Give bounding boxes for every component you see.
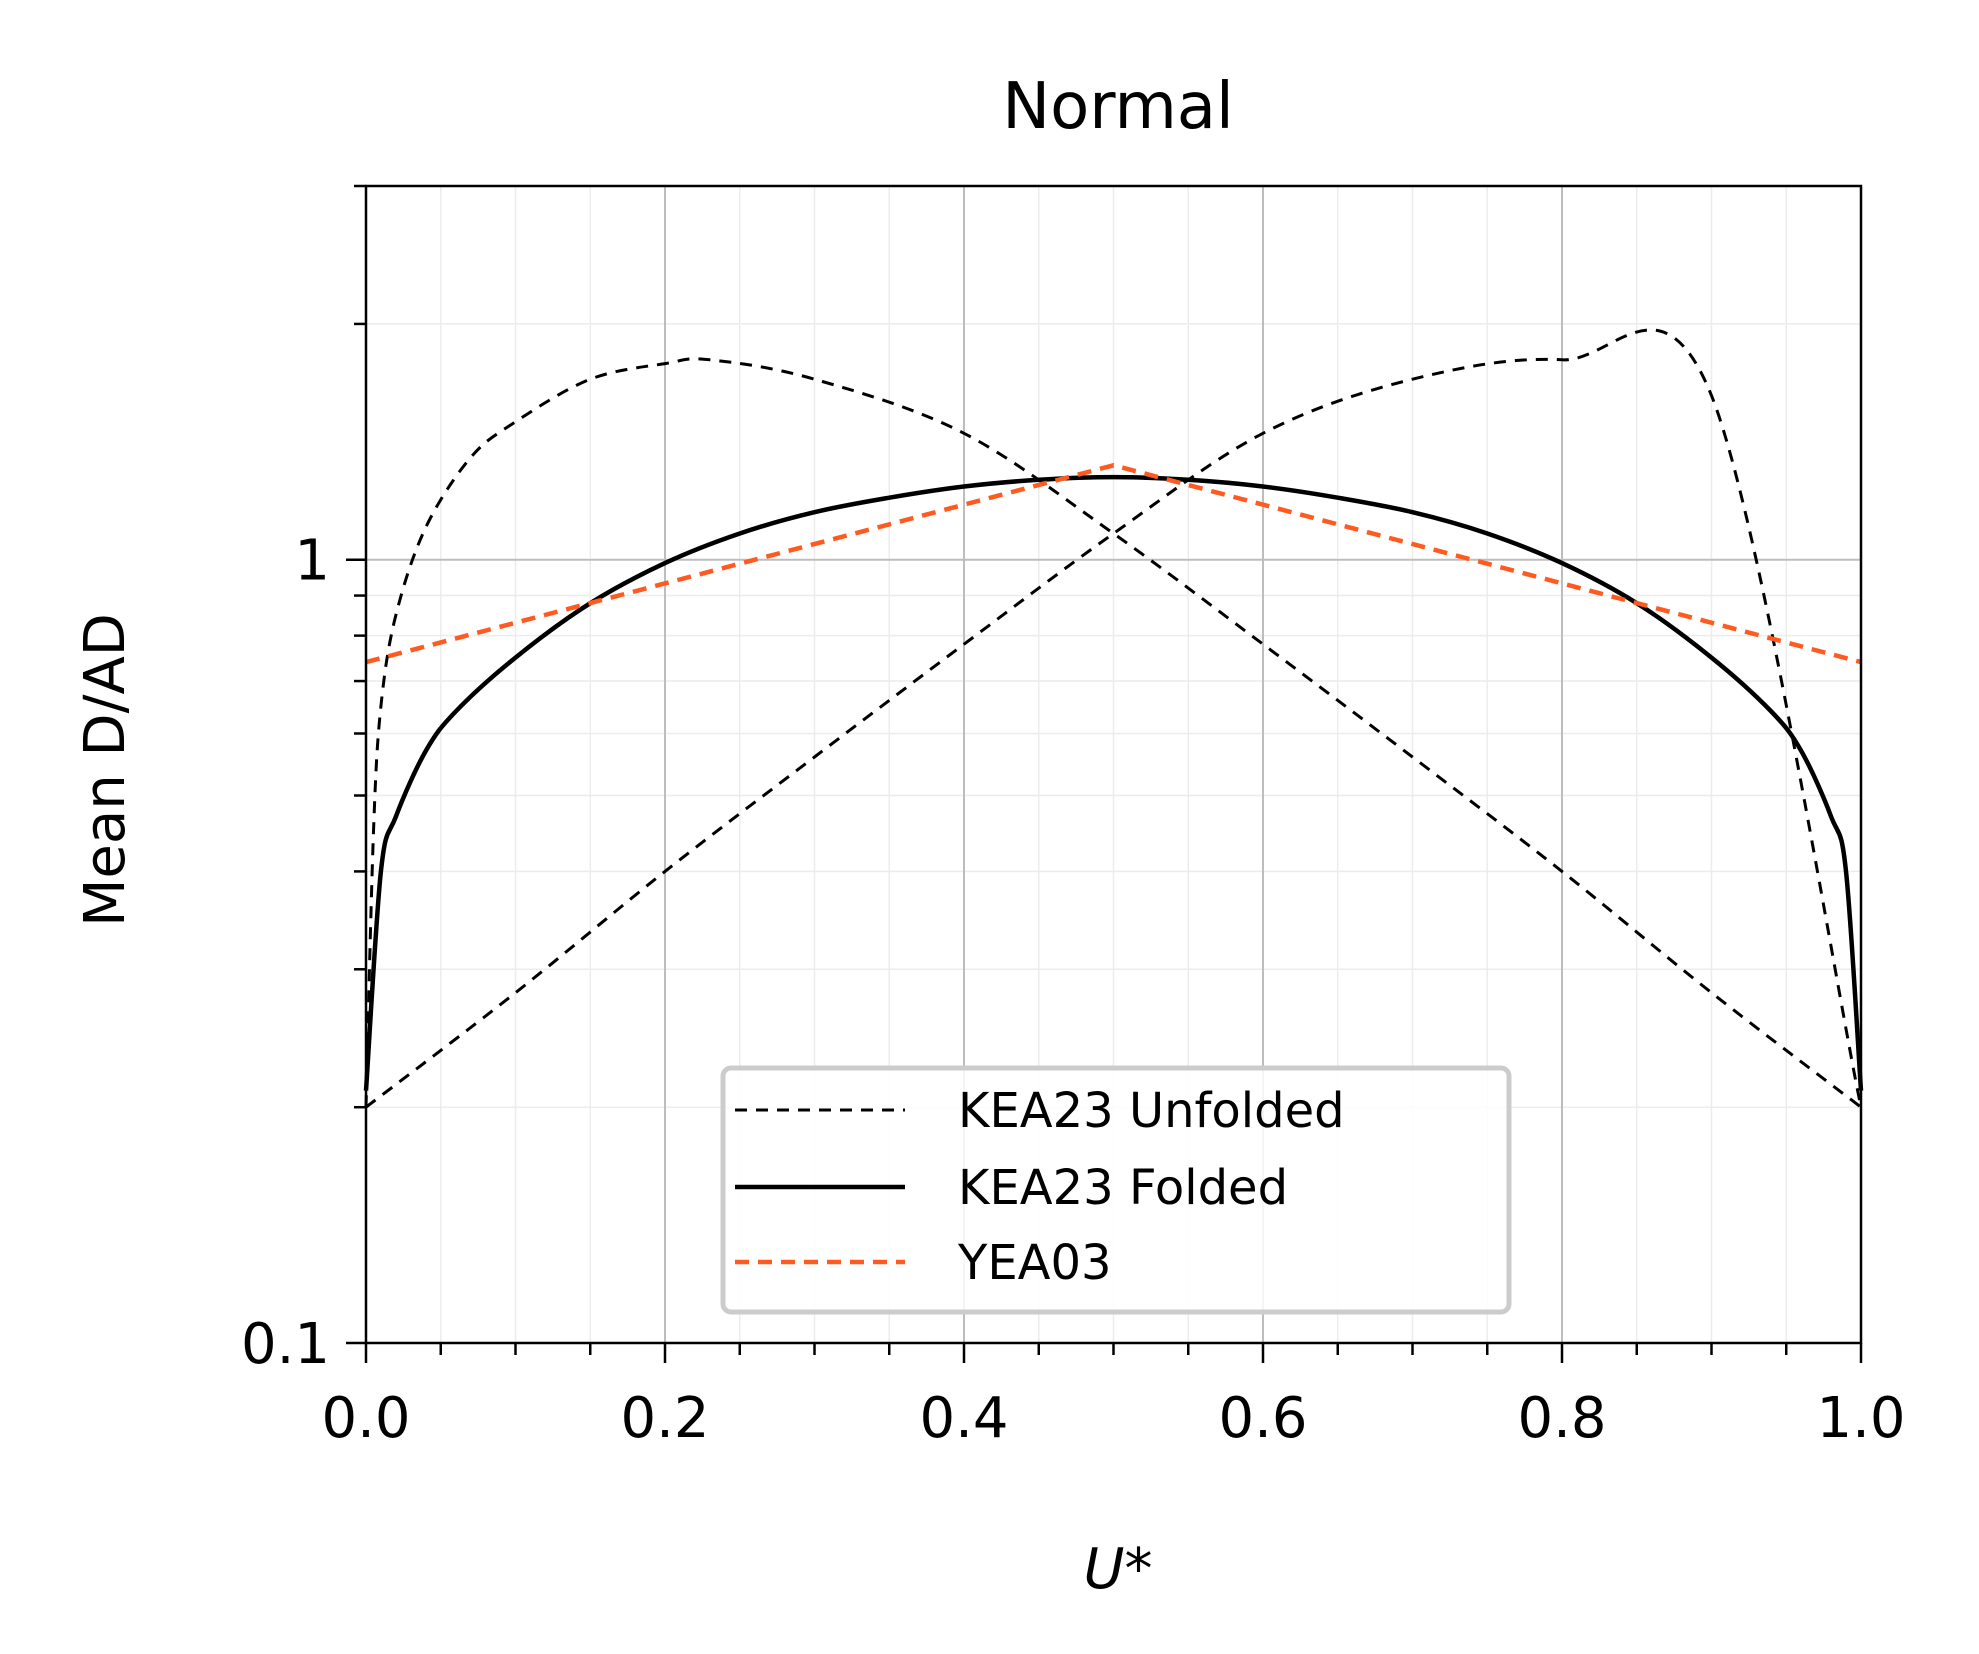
- legend-box: [720, 1065, 1512, 1315]
- x-tick-label: 0.0: [321, 1386, 410, 1451]
- legend: KEA23 Unfolded KEA23 Folded YEA03: [720, 1065, 1512, 1315]
- x-tick-label: 0.8: [1517, 1386, 1606, 1451]
- axis-ticks: 0.0 0.2 0.4 0.6 0.8 1.0 0.1 1: [241, 184, 1906, 1451]
- legend-label-kea23-folded: KEA23 Folded: [958, 1160, 1288, 1216]
- chart-title: Normal: [1002, 70, 1234, 144]
- x-tick-label: 1.0: [1816, 1386, 1905, 1451]
- series-line-2: [363, 474, 1864, 1091]
- series-line-0: [365, 328, 1863, 1109]
- series-line-3: [365, 463, 1862, 665]
- y-axis-label: Mean D/AD: [73, 613, 138, 927]
- series-line-1: [364, 357, 1862, 1109]
- y-tick-label: 1: [294, 529, 330, 594]
- y-tick-label: 0.1: [241, 1312, 330, 1377]
- legend-label-kea23-unfolded: KEA23 Unfolded: [958, 1083, 1345, 1139]
- series-layer: [363, 328, 1864, 1109]
- legend-label-yea03: YEA03: [957, 1235, 1112, 1291]
- x-tick-label: 0.2: [620, 1386, 709, 1451]
- x-axis-label: U*: [1084, 1537, 1153, 1602]
- x-tick-label: 0.6: [1218, 1386, 1307, 1451]
- x-tick-label: 0.4: [919, 1386, 1008, 1451]
